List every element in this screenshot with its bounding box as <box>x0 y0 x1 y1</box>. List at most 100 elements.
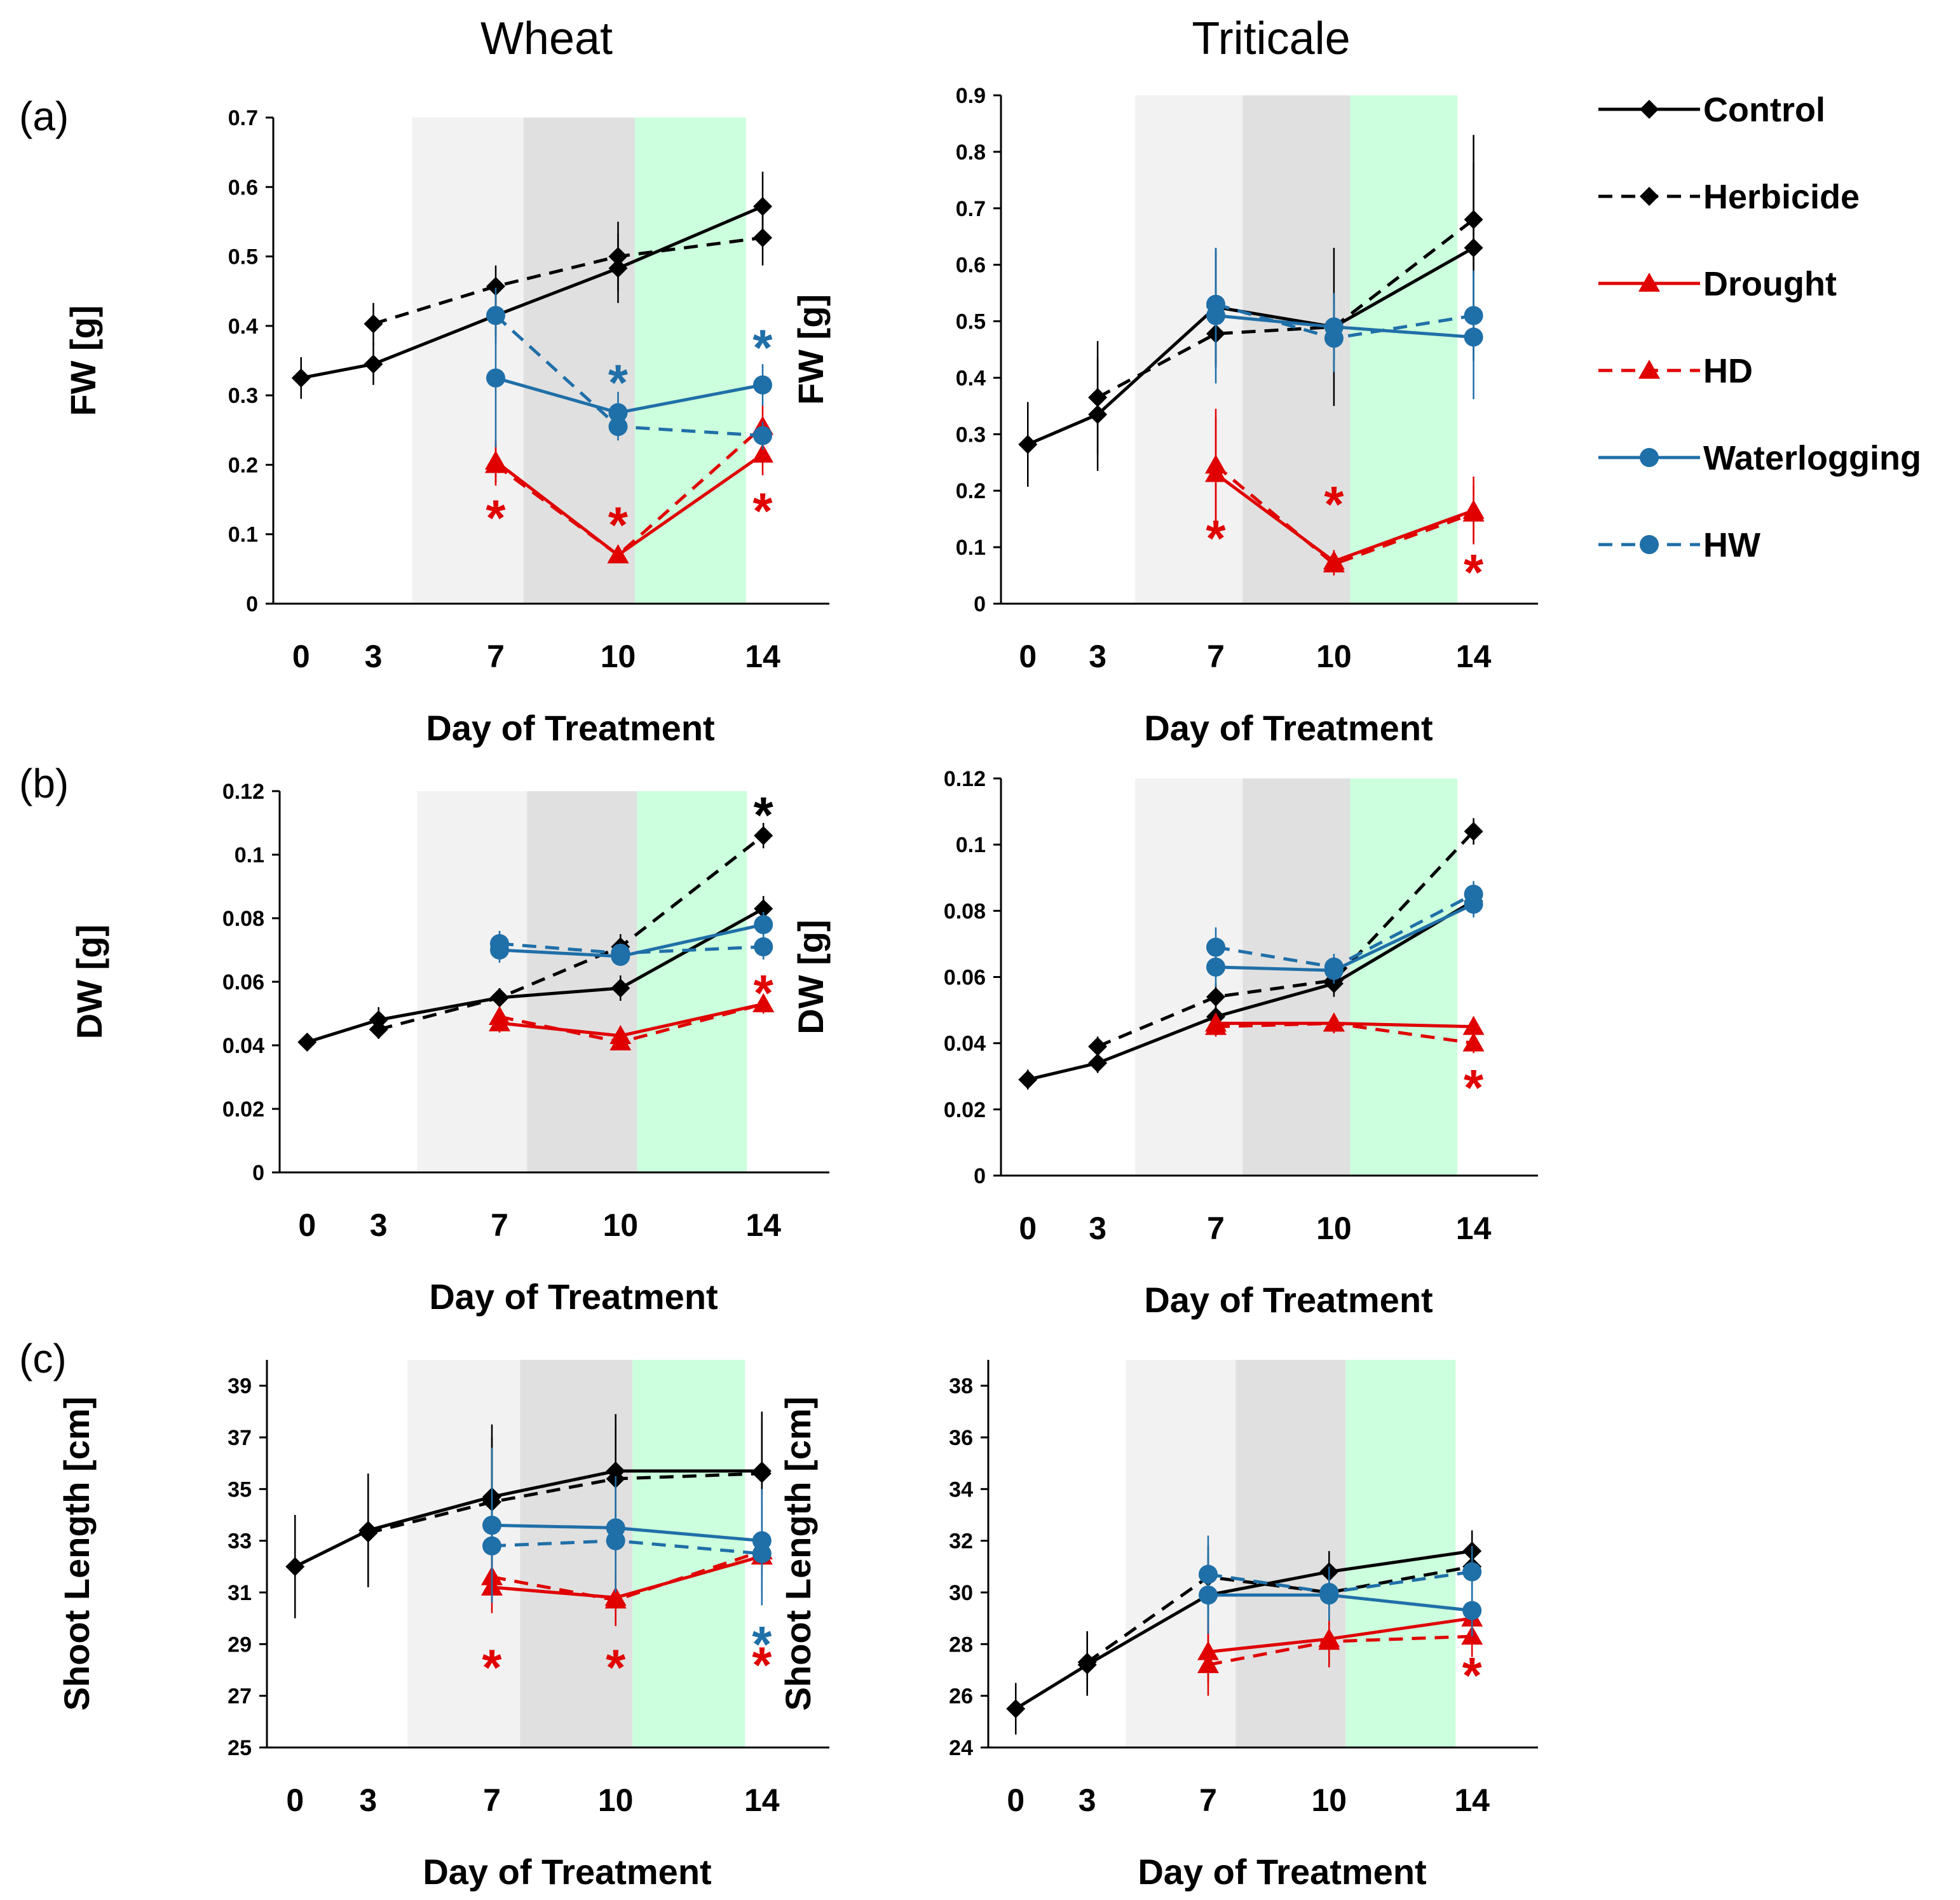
chart-a-wheat: 0 0.1 0.2 0.3 0.4 0.5 0.6 0.7 0 3 7 10 14 Day of Trea… <box>63 106 829 748</box>
x-tick-label: 3 <box>370 1207 388 1243</box>
x-tick-label: 10 <box>1311 1782 1347 1818</box>
series-line <box>372 236 763 325</box>
data-point-triangle <box>1462 1015 1485 1035</box>
y-tick-label: 31 <box>228 1581 252 1605</box>
y-tick-label: 0 <box>974 592 986 616</box>
band-green <box>1350 95 1458 604</box>
data-point-diamond <box>608 247 628 266</box>
y-axis-label: DW [g] <box>69 925 109 1039</box>
data-point-circle <box>611 944 630 963</box>
data-point-triangle <box>1323 553 1345 573</box>
y-tick-label: 0.06 <box>222 970 264 994</box>
y-axis-label: Shoot Length [cm] <box>778 1397 818 1711</box>
x-tick-label: 7 <box>1207 639 1225 674</box>
panel-label-c: (c) <box>19 1336 67 1381</box>
y-tick-label: 0.04 <box>944 1032 986 1056</box>
legend-swatch-hw <box>1598 535 1700 554</box>
data-point-diamond <box>754 899 773 918</box>
y-tick-label: 0.1 <box>956 536 986 560</box>
data-point-diamond <box>1464 822 1483 841</box>
y-axis-label: DW [g] <box>791 919 831 1034</box>
significance-star: * <box>1206 510 1226 566</box>
panel-label-b: (b) <box>19 761 69 806</box>
x-axis-label: Day of Treatment <box>1144 1280 1433 1320</box>
band-light <box>412 118 524 604</box>
data-point-circle <box>753 426 772 445</box>
data-point-circle <box>1324 957 1344 977</box>
series-hd <box>1205 1012 1485 1054</box>
legend-item-hw: HW <box>1598 526 1760 564</box>
significance-star: * <box>608 354 629 411</box>
y-tick-label: 36 <box>949 1426 973 1450</box>
y-tick-label: 0.12 <box>944 767 986 791</box>
band-dark <box>523 118 635 604</box>
y-tick-label: 24 <box>949 1736 973 1760</box>
data-point-diamond <box>358 1523 378 1543</box>
series-hd <box>1205 409 1485 576</box>
x-tick-label: 7 <box>1207 1211 1225 1246</box>
x-axis-label: Day of Treatment <box>423 1852 711 1892</box>
x-tick-label: 7 <box>1199 1782 1217 1818</box>
band-green <box>634 118 746 604</box>
data-point-triangle <box>1462 502 1485 522</box>
y-tick-label: 29 <box>228 1632 252 1657</box>
y-tick-label: 30 <box>949 1581 973 1605</box>
significance-star: * <box>482 1639 502 1696</box>
data-point-circle <box>754 937 773 956</box>
y-tick-label: 0.9 <box>956 84 986 108</box>
legend-label-herbicide: Herbicide <box>1703 178 1860 216</box>
x-tick-label: 3 <box>1079 1782 1096 1818</box>
x-tick-label: 7 <box>483 1782 501 1818</box>
x-tick-label: 0 <box>286 1782 304 1818</box>
series-line <box>494 425 764 557</box>
x-tick-label: 10 <box>601 639 636 674</box>
data-point-circle <box>608 417 628 437</box>
y-axis-label: FW [g] <box>63 305 103 416</box>
legend-marker-circle <box>1640 448 1659 467</box>
legend-item-waterlogging: Waterlogging <box>1598 439 1921 477</box>
data-point-circle <box>490 934 509 953</box>
y-tick-label: 35 <box>228 1477 252 1502</box>
data-point-triangle <box>489 1006 510 1025</box>
significance-star: * <box>752 483 773 539</box>
x-tick-label: 14 <box>745 639 780 674</box>
data-point-diamond <box>1018 1069 1038 1089</box>
y-tick-label: 0.3 <box>228 384 258 408</box>
legend-label-control: Control <box>1703 91 1825 129</box>
data-point-circle <box>486 306 505 325</box>
data-point-circle <box>1462 1562 1482 1582</box>
significance-star: * <box>754 787 774 843</box>
data-point-diamond <box>1006 1699 1026 1718</box>
data-point-triangle <box>609 1031 632 1050</box>
data-point-diamond <box>364 314 383 334</box>
column-title-triticale: Triticale <box>1192 13 1350 64</box>
data-point-circle <box>1464 306 1483 325</box>
band-green <box>1345 1360 1456 1747</box>
series-herbicide <box>364 210 772 345</box>
data-point-triangle <box>1323 1012 1345 1032</box>
series-line <box>1096 218 1475 399</box>
data-point-circle <box>486 368 505 388</box>
legend: Control Herbicide Drought HD Waterloggin… <box>1598 91 1921 564</box>
band-light <box>1126 1360 1236 1747</box>
series-hw <box>486 287 772 450</box>
band-light <box>417 791 527 1172</box>
y-tick-label: 39 <box>228 1374 252 1399</box>
x-tick-label: 14 <box>1454 1782 1490 1818</box>
x-tick-label: 0 <box>292 639 310 674</box>
legend-swatch-herbicide <box>1598 187 1700 206</box>
significance-star: * <box>752 1616 772 1673</box>
y-tick-label: 0.6 <box>228 175 258 200</box>
y-tick-label: 37 <box>228 1426 252 1450</box>
data-point-diamond <box>291 368 311 388</box>
legend-swatch-drought <box>1598 273 1700 292</box>
data-point-circle <box>482 1536 501 1556</box>
band-green <box>1350 778 1458 1176</box>
data-point-diamond <box>490 988 509 1007</box>
significance-star: * <box>1462 1647 1483 1704</box>
y-tick-label: 0.3 <box>956 423 986 447</box>
significance-star: * <box>752 320 773 376</box>
data-point-diamond <box>752 1463 772 1483</box>
y-tick-label: 0.2 <box>956 479 986 503</box>
